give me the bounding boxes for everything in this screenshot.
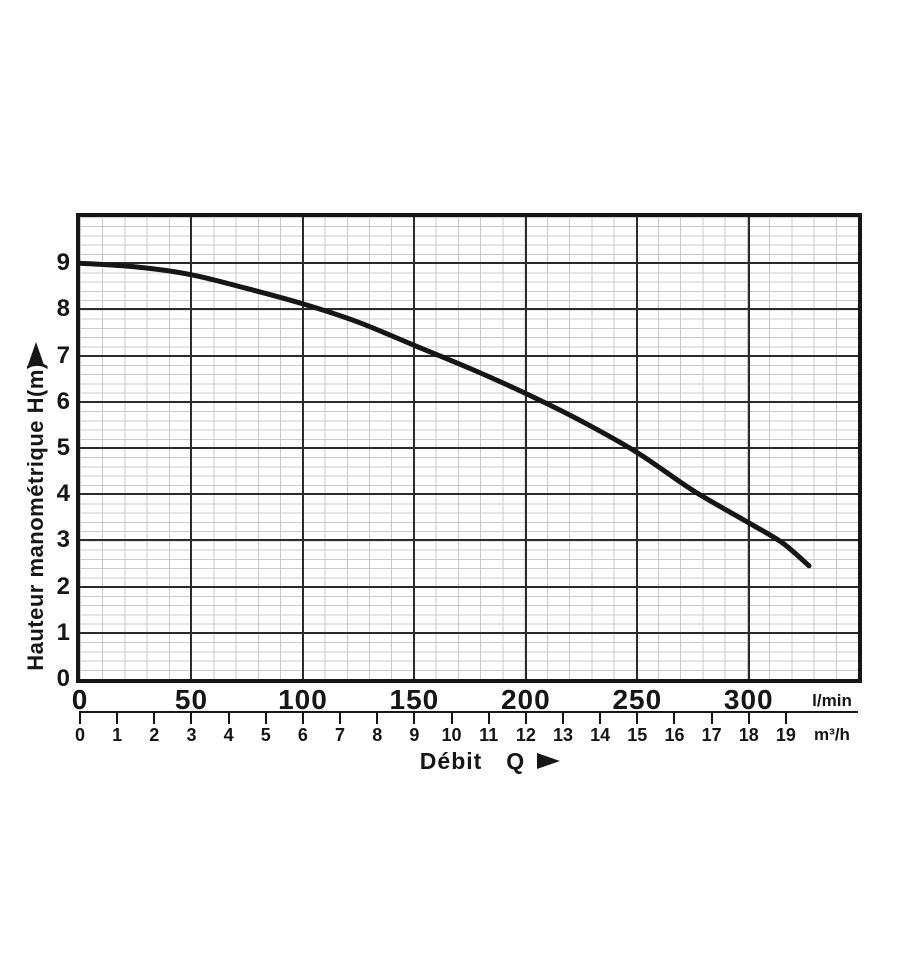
flow-ruler-tick-label: 13 [552,725,574,745]
flow-ruler-tick [784,711,787,724]
flow-ruler-tick-label: 9 [409,725,420,745]
major-gridline-horizontal [80,308,858,311]
major-gridline-horizontal [80,493,858,496]
flow-ruler-line [80,711,858,713]
curve-layer [77,260,812,569]
flow-ruler-tick-label: 2 [149,725,160,745]
flow-ruler-tick [747,711,750,724]
major-gridline-horizontal [80,262,858,265]
flow-ruler-tick [450,711,453,724]
flow-ruler-tick [339,711,342,724]
flow-ruler-tick [153,711,156,724]
flow-direction-arrow-icon [537,753,561,769]
x-axis-tick-label: 0 [71,684,89,715]
flow-ruler-tick [376,711,379,724]
flow-ruler-tick-label: 14 [590,725,611,745]
y-axis-tick-label: 8 [56,295,70,323]
flow-ruler-tick [599,711,602,724]
y-axis-arrow-up-icon [28,342,44,365]
y-axis-tick-label: 2 [56,572,70,600]
flow-ruler-tick-label: 4 [223,725,234,745]
major-gridline-horizontal [80,539,858,542]
flow-ruler-tick-label: 5 [260,725,271,745]
flow-ruler-tick-label: 12 [515,725,536,745]
major-gridline-horizontal [80,447,858,449]
x-axis-tick-label: 100 [278,684,328,715]
x-axis-tick-label: 150 [389,684,440,715]
flow-ruler-tick [79,711,81,724]
y-axis-tick-label: 4 [56,480,70,508]
pump-head-curve [77,260,812,569]
x-axis-title-text: Débit [419,747,483,774]
x-axis-tick-label: 300 [723,684,774,715]
flow-ruler-tick [227,711,230,724]
y-axis-tick-label: 9 [56,249,70,277]
flow-ruler-tick-label: 11 [479,725,499,745]
flow-ruler-tick [673,711,676,724]
flow-ruler-tick [710,711,713,724]
flow-ruler-tick [264,711,267,724]
y-axis-tick-label: 3 [56,526,70,554]
flow-ruler-tick-label: 16 [664,725,685,745]
flow-ruler-tick [413,711,416,724]
x-axis-tick-label: 250 [612,684,663,715]
y-axis-tick-label: 6 [56,387,70,415]
major-gridline-horizontal [80,631,858,634]
flow-ruler-tick [562,711,564,724]
y-axis-tick-label: 7 [56,341,70,369]
y-axis-tick-label: 0 [56,665,70,692]
flow-ruler-tick-label: 8 [372,725,383,745]
flow-ruler-tick [190,711,193,724]
flow-ruler-tick [636,711,639,724]
flow-ruler-tick [487,711,490,724]
x-axis-title: Débit Q [395,748,585,774]
x-axis-secondary-unit: m³/h [814,725,850,744]
x-axis-tick-label: 50 [174,684,209,715]
flow-ruler-tick-label: 10 [441,725,462,745]
plot-area [76,213,862,683]
major-gridline-horizontal [80,400,858,403]
flow-ruler-tick-label: 18 [738,725,759,745]
flow-ruler-tick-label: 1 [112,725,123,745]
flow-ruler-tick-label: 3 [186,725,197,745]
y-axis-tick-label: 1 [56,618,70,646]
flow-ruler-tick-label: 7 [335,725,346,745]
flow-ruler-tick [301,711,304,724]
flow-ruler-tick-label: 6 [297,725,308,745]
major-gridline-horizontal [80,354,858,357]
flow-ruler-tick [524,711,527,724]
flow-ruler-tick-label: 15 [627,725,648,745]
flow-ruler-tick-label: 0 [74,725,85,745]
flow-ruler-tick [116,711,119,724]
x-axis-tick-label: 200 [500,684,551,715]
flow-ruler-tick-label: 19 [775,725,796,745]
flow-ruler-tick-label: 17 [701,725,722,745]
major-gridline-horizontal [80,585,858,588]
x-axis-primary-unit: l/min [812,691,852,710]
x-axis-title-symbol: Q [506,747,526,774]
y-axis-tick-label: 5 [56,434,70,461]
